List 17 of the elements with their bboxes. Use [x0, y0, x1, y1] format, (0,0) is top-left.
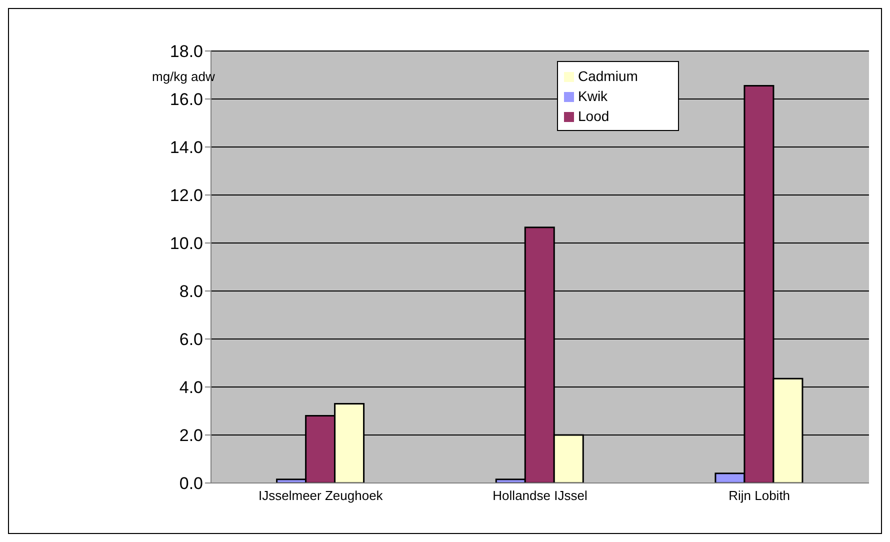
legend-label: Cadmium	[578, 68, 638, 84]
y-tick-label: 18.0	[170, 42, 203, 62]
legend-label: Kwik	[578, 88, 608, 104]
legend-label: Lood	[578, 108, 610, 124]
x-tick-label: IJsselmeer Zeughoek	[258, 488, 384, 504]
x-tick-label: Hollandse IJssel	[492, 488, 588, 504]
y-tick-label: 14.0	[170, 138, 203, 158]
y-tick-label: 6.0	[179, 330, 203, 350]
y-tick-label: 8.0	[179, 282, 203, 302]
y-tick-label: 2.0	[179, 426, 203, 446]
x-tick-label: Rijn Lobith	[728, 488, 790, 504]
y-tick-label: 0.0	[179, 474, 203, 494]
y-tick-label: 16.0	[170, 90, 203, 110]
y-tick-label: 12.0	[170, 186, 203, 206]
y-tick-label: 10.0	[170, 234, 203, 254]
annotation: mg/kg adw	[152, 69, 215, 84]
y-tick-label: 4.0	[179, 378, 203, 398]
